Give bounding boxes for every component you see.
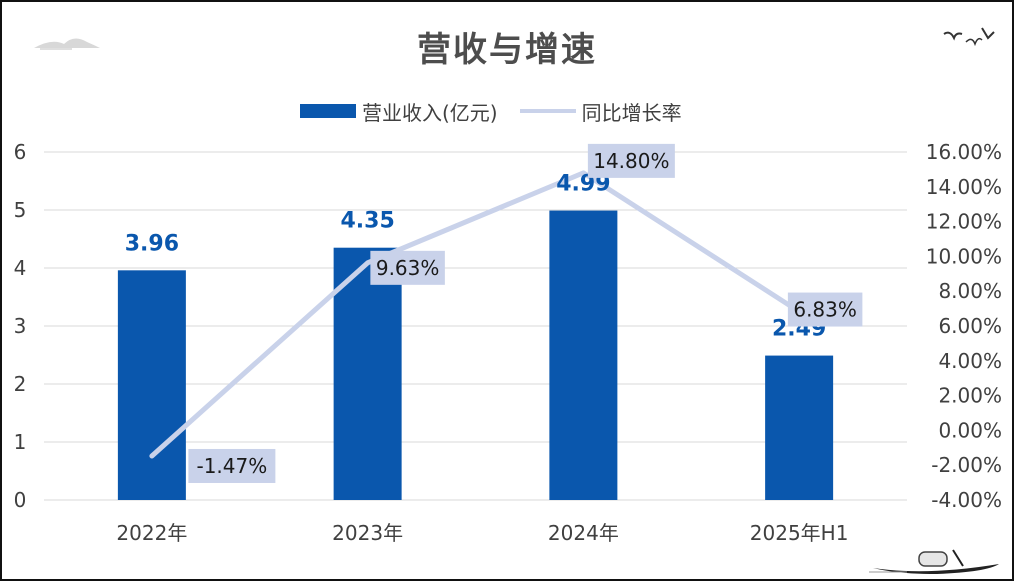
- line-data-label: 6.83%: [793, 298, 857, 322]
- line-data-label-box: [587, 143, 675, 178]
- legend-bar-swatch: [300, 104, 356, 118]
- y-right-tick-label: -2.00%: [931, 453, 1002, 477]
- bar: [117, 270, 186, 500]
- y-right-tick-label: 12.00%: [926, 210, 1002, 234]
- y-left-tick-label: 6: [14, 140, 27, 164]
- legend-line-label: 同比增长率: [581, 100, 682, 125]
- x-tick-label: 2022年: [116, 521, 187, 545]
- line-data-label: -1.47%: [196, 454, 267, 478]
- y-right-tick-label: 8.00%: [938, 279, 1002, 303]
- x-tick-label: 2025年H1: [750, 521, 849, 545]
- y-right-tick-label: 10.00%: [926, 244, 1002, 268]
- y-right-tick-label: 16.00%: [926, 140, 1002, 164]
- legend-bar-label: 营业收入(亿元): [362, 100, 498, 125]
- legend: 营业收入(亿元) 同比增长率: [300, 98, 682, 125]
- bar-data-label: 3.96: [125, 231, 179, 256]
- x-tick-label: 2024年: [548, 521, 619, 545]
- y-left-tick-label: 0: [14, 488, 27, 512]
- birds-icon: [943, 27, 995, 47]
- line-data-label: 14.80%: [593, 149, 669, 173]
- bar-data-label: 4.35: [340, 209, 394, 234]
- x-tick-label: 2023年: [332, 521, 403, 545]
- legend-line-swatch: [519, 109, 576, 113]
- y-left-tick-label: 1: [14, 430, 27, 454]
- line-data-label: 9.63%: [376, 256, 440, 280]
- bar: [765, 355, 834, 500]
- y-right-tick-label: 14.00%: [926, 175, 1002, 199]
- mountain-icon: [34, 38, 100, 50]
- y-right-tick-label: 2.00%: [938, 384, 1002, 408]
- y-left-tick-label: 2: [14, 372, 27, 396]
- growth-line: [149, 170, 802, 459]
- bar: [333, 247, 402, 500]
- bar: [549, 210, 618, 500]
- chart-title: 营收与增速: [417, 30, 597, 70]
- line-data-label-box: [787, 292, 863, 327]
- line-data-label-box: [370, 250, 445, 285]
- y-right-tick-label: -4.00%: [931, 488, 1002, 512]
- y-left-tick-label: 4: [14, 256, 27, 280]
- boat-icon: [869, 549, 999, 574]
- y-right-tick-label: 6.00%: [938, 314, 1002, 338]
- y-left-tick-label: 5: [14, 198, 27, 222]
- y-right-tick-label: 0.00%: [938, 418, 1002, 442]
- y-left-tick-label: 3: [14, 314, 27, 338]
- line-data-label-box: [188, 448, 276, 483]
- y-right-tick-label: 4.00%: [938, 349, 1002, 373]
